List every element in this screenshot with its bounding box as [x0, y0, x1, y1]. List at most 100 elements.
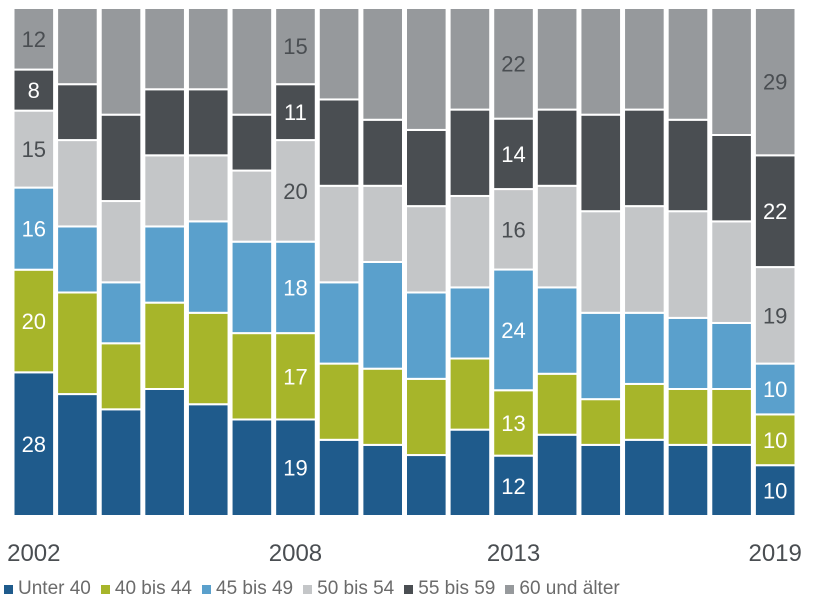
bar-segment-60-und-aelter-2002 [12, 7, 56, 71]
bar-segment-55-bis-59-2008 [274, 83, 317, 142]
bar-segment-45-bis-49-2011 [405, 291, 448, 380]
bar-segment-60-und-aelter-2012 [448, 7, 492, 111]
bar-segment-60-und-aelter-2005 [143, 7, 186, 91]
bar-segment-50-bis-54-2007 [230, 169, 274, 243]
bar-segment-45-bis-49-2014 [535, 286, 579, 375]
legend-item-unter-40: Unter 40 [4, 578, 91, 600]
bar-segment-40-bis-44-2016 [623, 382, 666, 441]
bar-segment-55-bis-59-2014 [535, 108, 579, 187]
data-label-45-bis-49-2019: 10 [763, 377, 787, 402]
data-label-60-und-aelter-2002: 12 [22, 27, 46, 52]
bar-segment-unter-40-2003 [56, 393, 99, 517]
bar-segment-50-bis-54-2014 [535, 184, 579, 289]
bar-segment-45-bis-49-2006 [186, 220, 230, 314]
bar-segment-50-bis-54-2009 [317, 184, 361, 284]
bar-segment-60-und-aelter-2008 [274, 7, 317, 86]
bar-segment-45-bis-49-2008 [274, 240, 317, 335]
data-label-60-und-aelter-2019: 29 [763, 70, 787, 95]
legend-swatch-40-bis-44 [100, 584, 110, 594]
x-tick-label-2008: 2008 [269, 540, 322, 567]
bar-segment-40-bis-44-2004 [99, 342, 143, 411]
bar-segment-40-bis-44-2009 [317, 362, 361, 441]
bar-segment-45-bis-49-2009 [317, 281, 361, 365]
x-tick-label-2002: 2002 [7, 540, 60, 567]
bar-segment-50-bis-54-2010 [361, 184, 405, 263]
legend-swatch-55-bis-59 [404, 584, 414, 594]
data-label-40-bis-44-2008: 17 [283, 364, 307, 389]
data-label-55-bis-59-2008: 11 [284, 100, 307, 125]
data-label-55-bis-59-2019: 22 [763, 199, 787, 224]
bar-segment-50-bis-54-2008 [274, 139, 317, 243]
bar-segment-45-bis-49-2005 [143, 225, 186, 304]
legend-swatch-60-und-aelter [505, 584, 515, 594]
bar-segment-40-bis-44-2008 [274, 332, 317, 421]
bar-segment-60-und-aelter-2017 [666, 7, 710, 121]
bar-segment-45-bis-49-2016 [623, 311, 666, 385]
bar-segment-55-bis-59-2007 [230, 113, 274, 172]
bar-segment-unter-40-2012 [448, 428, 492, 518]
bar-segment-40-bis-44-2014 [535, 372, 579, 436]
bar-segment-45-bis-49-2003 [56, 225, 99, 294]
bar-segment-55-bis-59-2009 [317, 98, 361, 187]
data-label-unter-40-2013: 12 [501, 474, 525, 499]
bar-segment-50-bis-54-2006 [186, 154, 230, 223]
bar-segment-55-bis-59-2016 [623, 108, 666, 208]
data-label-45-bis-49-2013: 24 [501, 318, 525, 343]
bar-segment-50-bis-54-2002 [12, 109, 56, 189]
legend-label-unter-40: Unter 40 [18, 578, 91, 599]
bar-segment-60-und-aelter-2006 [186, 7, 230, 91]
bar-segment-55-bis-59-2018 [710, 134, 753, 223]
legend-label-40-bis-44: 40 bis 44 [114, 578, 192, 599]
data-label-50-bis-54-2002: 15 [22, 137, 46, 162]
legend-item-40-bis-44: 40 bis 44 [100, 578, 192, 600]
legend-label-55-bis-59: 55 bis 59 [418, 578, 496, 599]
bar-segment-60-und-aelter-2004 [99, 7, 143, 116]
bar-segment-45-bis-49-2013 [492, 268, 535, 392]
bar-segment-55-bis-59-2003 [56, 83, 99, 142]
bar-segment-55-bis-59-2010 [361, 118, 405, 187]
bar-segment-40-bis-44-2018 [710, 388, 753, 446]
bar-segment-60-und-aelter-2010 [361, 7, 405, 121]
bar-segment-50-bis-54-2016 [623, 205, 666, 314]
bar-segment-50-bis-54-2015 [579, 210, 623, 314]
bar-segment-50-bis-54-2017 [666, 210, 710, 319]
bar-segment-45-bis-49-2007 [230, 240, 274, 335]
legend-label-60-und-aelter: 60 und älter [519, 578, 620, 599]
bar-segment-45-bis-49-2017 [666, 316, 710, 391]
bar-segment-50-bis-54-2018 [710, 220, 753, 324]
bar-segment-50-bis-54-2004 [99, 200, 143, 284]
data-label-55-bis-59-2002: 8 [28, 78, 40, 103]
bar-segment-50-bis-54-2005 [143, 154, 186, 228]
legend-label-45-bis-49: 45 bis 49 [216, 578, 294, 599]
bar-segment-60-und-aelter-2018 [710, 7, 753, 136]
bar-segment-unter-40-2015 [579, 443, 623, 518]
data-label-50-bis-54-2019: 19 [763, 303, 787, 328]
data-label-45-bis-49-2002: 16 [22, 217, 46, 242]
bar-segment-60-und-aelter-2014 [535, 7, 579, 111]
bar-segment-45-bis-49-2012 [448, 286, 492, 360]
bar-segment-unter-40-2013 [492, 454, 535, 518]
bar-segment-50-bis-54-2012 [448, 194, 492, 289]
data-label-unter-40-2019: 10 [763, 479, 787, 504]
legend-item-45-bis-49: 45 bis 49 [202, 578, 293, 600]
data-label-60-und-aelter-2013: 22 [501, 51, 525, 76]
bar-segment-unter-40-2016 [623, 438, 666, 517]
bar-segment-55-bis-59-2004 [99, 113, 143, 203]
bar-segment-40-bis-44-2005 [143, 301, 186, 391]
legend: Unter 40 40 bis 44 45 bis 49 50 bis 54 5… [4, 578, 630, 600]
x-tick-label-2019: 2019 [748, 540, 801, 567]
bar-segment-unter-40-2004 [99, 408, 143, 518]
bar-segment-unter-40-2007 [230, 418, 274, 518]
legend-item-55-bis-59: 55 bis 59 [404, 578, 495, 600]
legend-swatch-45-bis-49 [202, 584, 211, 594]
bar-segment-unter-40-2005 [143, 388, 186, 517]
bar-segment-40-bis-44-2007 [230, 332, 274, 421]
bar-segment-40-bis-44-2002 [12, 268, 56, 374]
legend-item-50-bis-54: 50 bis 54 [303, 578, 394, 600]
bar-segment-60-und-aelter-2007 [230, 7, 274, 116]
bar-segment-unter-40-2018 [710, 443, 753, 518]
data-label-40-bis-44-2013: 13 [501, 411, 525, 436]
bar-segment-unter-40-2002 [12, 371, 56, 517]
